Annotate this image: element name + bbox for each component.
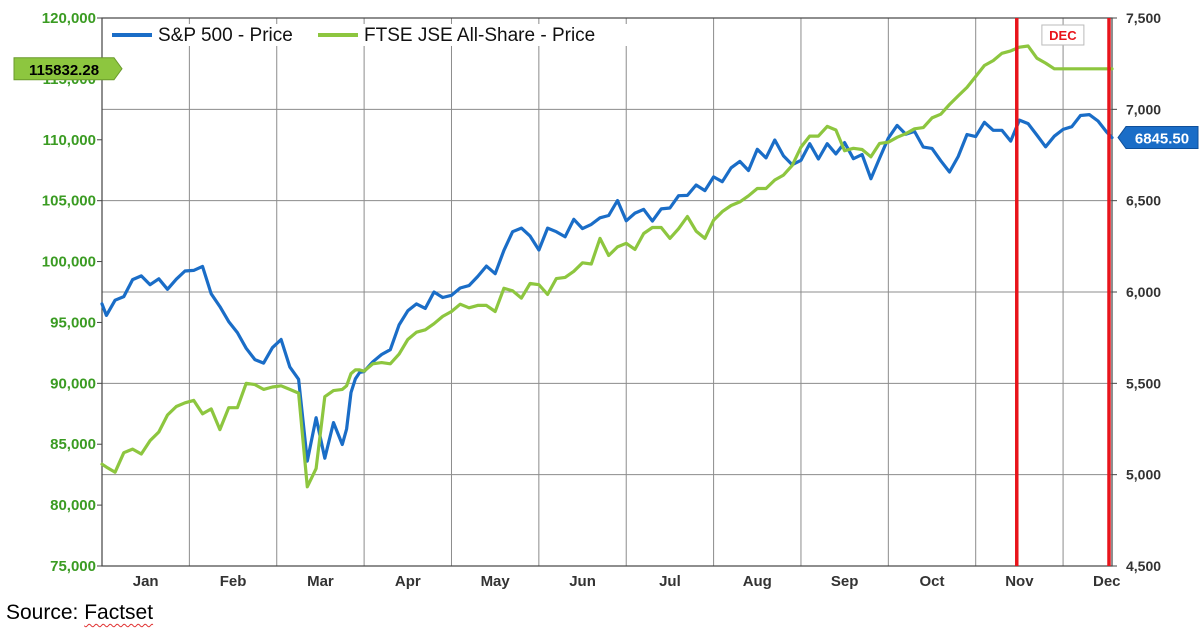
x-tick-label: Mar — [307, 573, 334, 590]
x-tick-label: Jul — [659, 573, 681, 590]
ftse-last-value-label: 115832.28 — [29, 62, 99, 79]
right-tick-label: 5,000 — [1126, 467, 1161, 483]
left-tick-label: 90,000 — [50, 375, 96, 392]
right-tick-label: 7,000 — [1126, 101, 1161, 117]
series-line-ftse-jse — [100, 44, 1114, 489]
right-tick-label: 6,000 — [1126, 284, 1161, 300]
right-tick-label: 6,500 — [1126, 193, 1161, 209]
x-tick-label: Oct — [920, 573, 945, 590]
dec-label: DEC — [1049, 28, 1077, 43]
x-tick-label: Sep — [831, 573, 859, 590]
legend-box — [108, 24, 628, 46]
x-tick-label: Jan — [133, 573, 159, 590]
x-tick-label: Feb — [220, 573, 247, 590]
ftse-last-value-tag — [13, 57, 123, 81]
left-tick-label: 75,000 — [50, 558, 96, 575]
left-tick-label: 110,000 — [43, 132, 96, 149]
right-tick-label: 4,500 — [1126, 558, 1161, 574]
source-name: Factset — [84, 601, 154, 624]
left-tick-label: 95,000 — [50, 314, 96, 331]
right-tick-label: 7,500 — [1126, 10, 1161, 26]
chart-area: 75,000 80,000 85,000 90,000 95,000 100,000 105… — [13, 10, 1199, 590]
left-tick-label: 100,000 — [42, 254, 96, 271]
left-tick-label: 120,000 — [42, 10, 96, 27]
source-note: Source: Factset — [6, 601, 153, 625]
left-tick-label: 105,000 — [42, 193, 96, 210]
sp500-last-value-label: 6845.50 — [1135, 131, 1189, 148]
dec-label-box — [1041, 24, 1085, 46]
x-tick-label: Aug — [743, 573, 772, 590]
left-tick-label: 80,000 — [50, 497, 96, 514]
right-tick-label: 5,500 — [1126, 375, 1161, 391]
left-tick-label: 85,000 — [50, 436, 96, 453]
x-tick-label: Nov — [1005, 573, 1034, 590]
x-tick-label: Dec — [1093, 573, 1121, 590]
x-tick-label: Jun — [569, 573, 596, 590]
x-tick-label: Apr — [395, 573, 421, 590]
sp500-last-value-tag — [1117, 126, 1199, 150]
series-line-sp500 — [100, 112, 1114, 463]
source-prefix: Source: — [6, 601, 85, 624]
line-chart: 75,000 80,000 85,000 90,000 95,000 100,000 105… — [13, 10, 1199, 590]
legend-label: FTSE JSE All-Share - Price — [364, 25, 595, 46]
x-tick-label: May — [481, 573, 511, 590]
legend-label: S&P 500 - Price — [158, 25, 293, 46]
